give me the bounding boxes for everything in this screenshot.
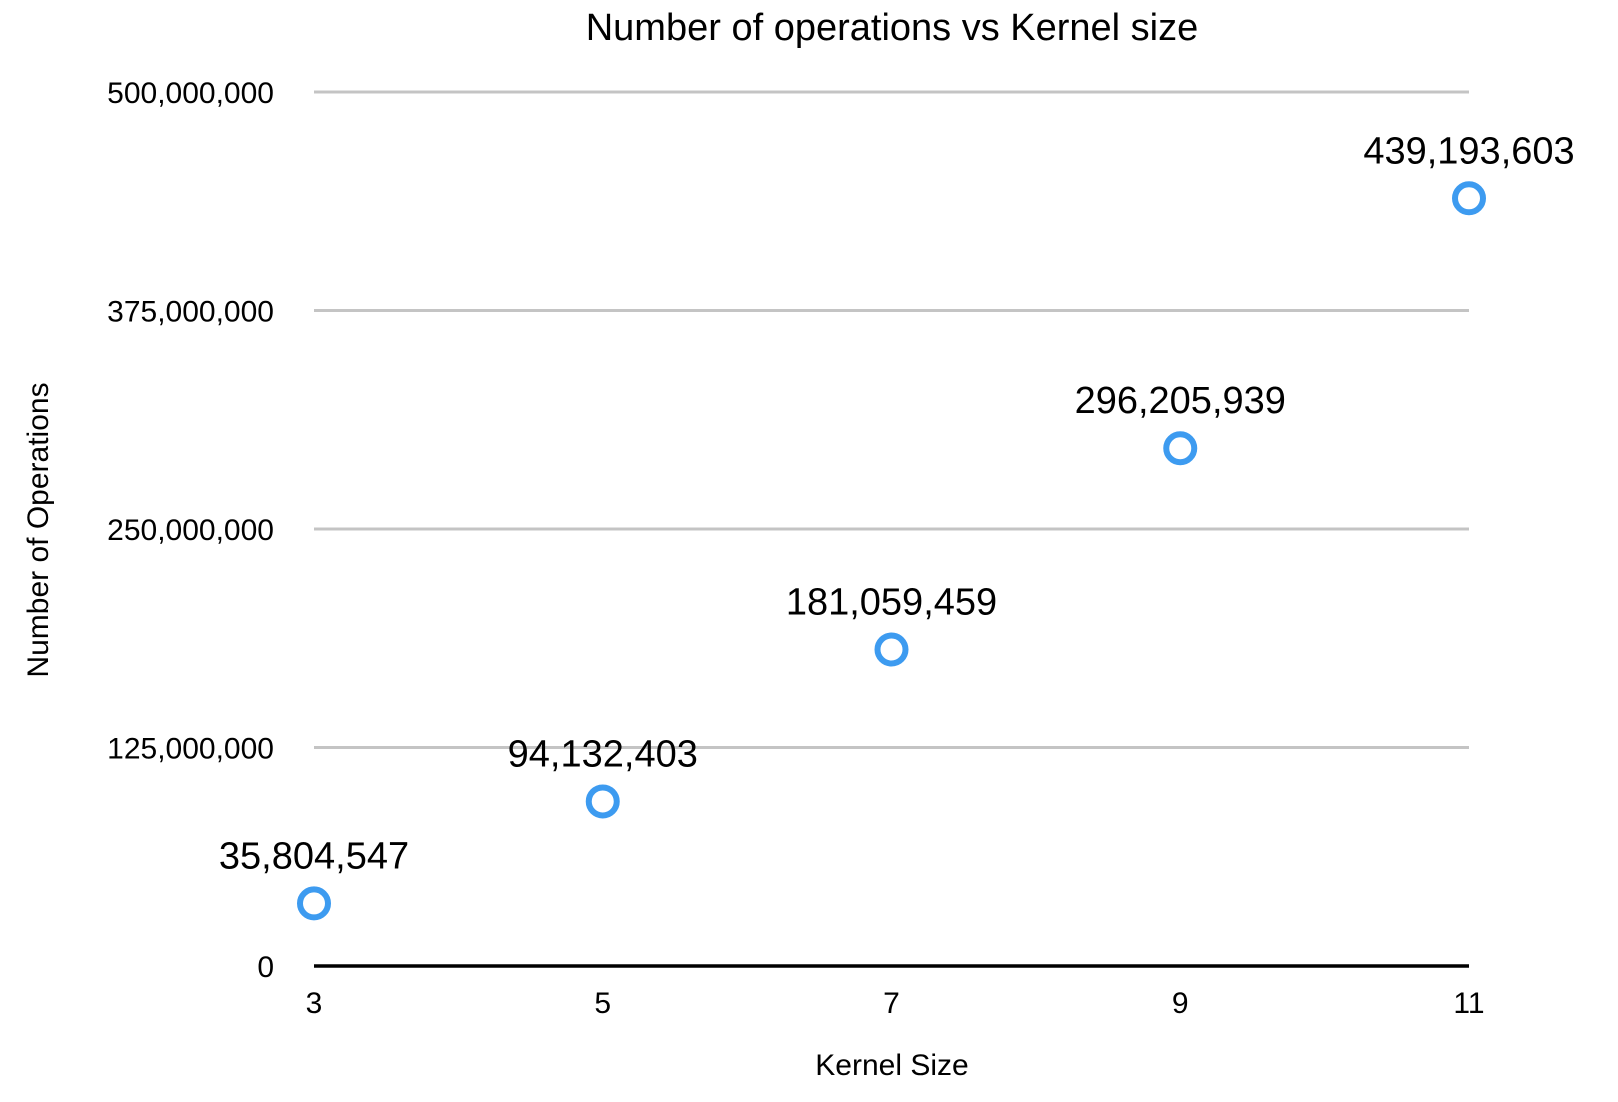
y-tick-label: 250,000,000 [107, 514, 274, 547]
x-axis-label: Kernel Size [815, 1049, 968, 1082]
data-label: 439,193,603 [1363, 130, 1574, 172]
x-tick-label: 7 [883, 987, 900, 1020]
data-point [1452, 181, 1486, 216]
x-axis-tick-labels: 3 5 7 9 11 [306, 987, 1485, 1020]
data-points [297, 181, 1486, 921]
grid-lines [314, 90, 1469, 749]
data-point [874, 632, 909, 667]
data-label: 94,132,403 [508, 733, 698, 775]
y-axis-label: Number of Operations [22, 382, 55, 677]
y-tick-label: 500,000,000 [107, 77, 274, 110]
y-tick-label: 0 [257, 951, 274, 984]
y-tick-label: 125,000,000 [107, 733, 274, 766]
x-tick-label: 3 [306, 987, 323, 1020]
data-label: 35,804,547 [219, 835, 409, 877]
y-tick-label: 375,000,000 [107, 296, 274, 329]
data-labels: 35,804,547 94,132,403 181,059,459 296,205,9… [219, 130, 1575, 877]
chart-title: Number of operations vs Kernel size [586, 7, 1199, 49]
x-tick-label: 5 [594, 987, 611, 1020]
y-axis-tick-labels: 0 125,000,000 250,000,000 375,000,000 500,00… [107, 77, 274, 984]
data-point [1163, 431, 1198, 466]
data-point [297, 886, 331, 921]
data-point [585, 784, 620, 819]
x-tick-label: 11 [1453, 987, 1484, 1020]
x-tick-label: 9 [1172, 987, 1189, 1020]
data-label: 181,059,459 [786, 582, 997, 624]
data-label: 296,205,939 [1075, 380, 1286, 422]
